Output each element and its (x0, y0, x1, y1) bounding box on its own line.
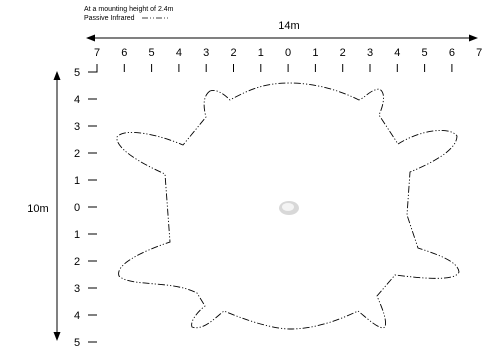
x-tick-label: 7 (476, 47, 482, 59)
x-tick-label: 4 (394, 47, 400, 59)
x-tick-label: 2 (230, 47, 236, 59)
legend-note: At a mounting height of 2.4m (84, 6, 174, 13)
width-label: 14m (278, 20, 299, 32)
width-dimension: 14m (86, 20, 478, 42)
down-arrowhead-icon (53, 332, 61, 341)
y-tick-label: 0 (74, 202, 80, 214)
x-tick-label: 3 (203, 47, 209, 59)
legend: At a mounting height of 2.4m Passive Inf… (84, 6, 174, 22)
x-axis: 7 6 5 4 3 2 1 0 1 2 3 4 5 6 7 (88, 47, 482, 73)
legend-pattern-label: Passive Infrared (84, 15, 135, 22)
y-tick-label: 3 (74, 283, 80, 295)
x-tick-label: 4 (176, 47, 182, 59)
y-tick-label: 3 (74, 121, 80, 133)
height-dimension: 10m (27, 71, 61, 341)
x-tick-label: 2 (340, 47, 346, 59)
x-tick-label: 5 (422, 47, 428, 59)
y-tick-label: 5 (74, 337, 80, 349)
y-tick-label: 4 (74, 310, 80, 322)
x-tick-label: 3 (367, 47, 373, 59)
x-tick-label: 7 (94, 47, 100, 59)
corner-mark (88, 64, 98, 73)
x-tick-label: 1 (312, 47, 318, 59)
x-tick-label: 5 (149, 47, 155, 59)
y-tick-label: 2 (74, 256, 80, 268)
x-tick-label: 1 (258, 47, 264, 59)
y-tick-label: 1 (74, 175, 80, 187)
x-tick-label: 0 (285, 47, 291, 59)
y-tick-label: 5 (74, 67, 80, 79)
up-arrowhead-icon (53, 71, 61, 80)
detection-zone-outline (116, 82, 460, 330)
x-tick-label: 6 (121, 47, 127, 59)
y-tick-label: 4 (74, 94, 80, 106)
pir-sensor-icon (279, 201, 299, 215)
sensor-lens (282, 203, 294, 211)
left-arrowhead-icon (86, 34, 95, 42)
x-tick-label: 6 (449, 47, 455, 59)
y-axis: 5 4 3 2 1 0 1 2 3 4 5 (74, 67, 97, 349)
height-label: 10m (27, 203, 48, 215)
right-arrowhead-icon (469, 34, 478, 42)
y-tick-label: 2 (74, 148, 80, 160)
y-tick-label: 1 (74, 229, 80, 241)
